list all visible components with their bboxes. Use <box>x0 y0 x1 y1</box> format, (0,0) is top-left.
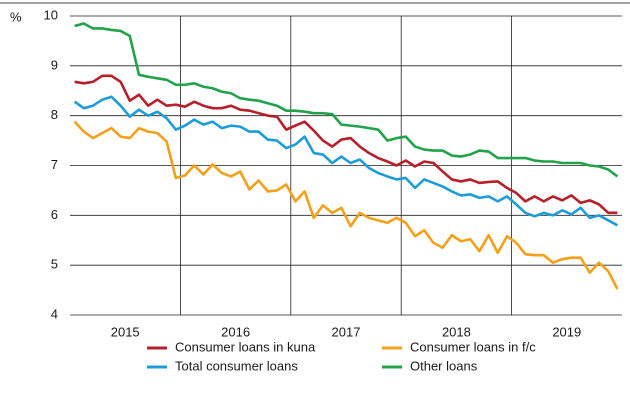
legend-label: Consumer loans in kuna <box>175 339 316 354</box>
legend-label: Other loans <box>410 358 478 373</box>
x-tick-label: 2019 <box>552 324 581 339</box>
x-tick-label: 2018 <box>442 324 471 339</box>
y-tick-label: 7 <box>51 157 58 172</box>
x-tick-label: 2015 <box>111 324 140 339</box>
legend-label: Consumer loans in f/c <box>410 339 536 354</box>
y-tick-label: 6 <box>51 207 58 222</box>
y-tick-label: 4 <box>51 306 58 321</box>
x-tick-label: 2016 <box>221 324 250 339</box>
y-tick-label: 8 <box>51 107 58 122</box>
y-tick-label: 9 <box>51 57 58 72</box>
y-tick-label: 10 <box>44 7 58 22</box>
legend-label: Total consumer loans <box>175 358 298 373</box>
y-axis-label: % <box>10 9 22 24</box>
series-line <box>74 22 619 178</box>
series-line <box>74 74 618 215</box>
y-tick-label: 5 <box>51 257 58 272</box>
x-tick-label: 2017 <box>332 324 361 339</box>
series-line <box>73 95 619 227</box>
series-line <box>73 120 619 290</box>
